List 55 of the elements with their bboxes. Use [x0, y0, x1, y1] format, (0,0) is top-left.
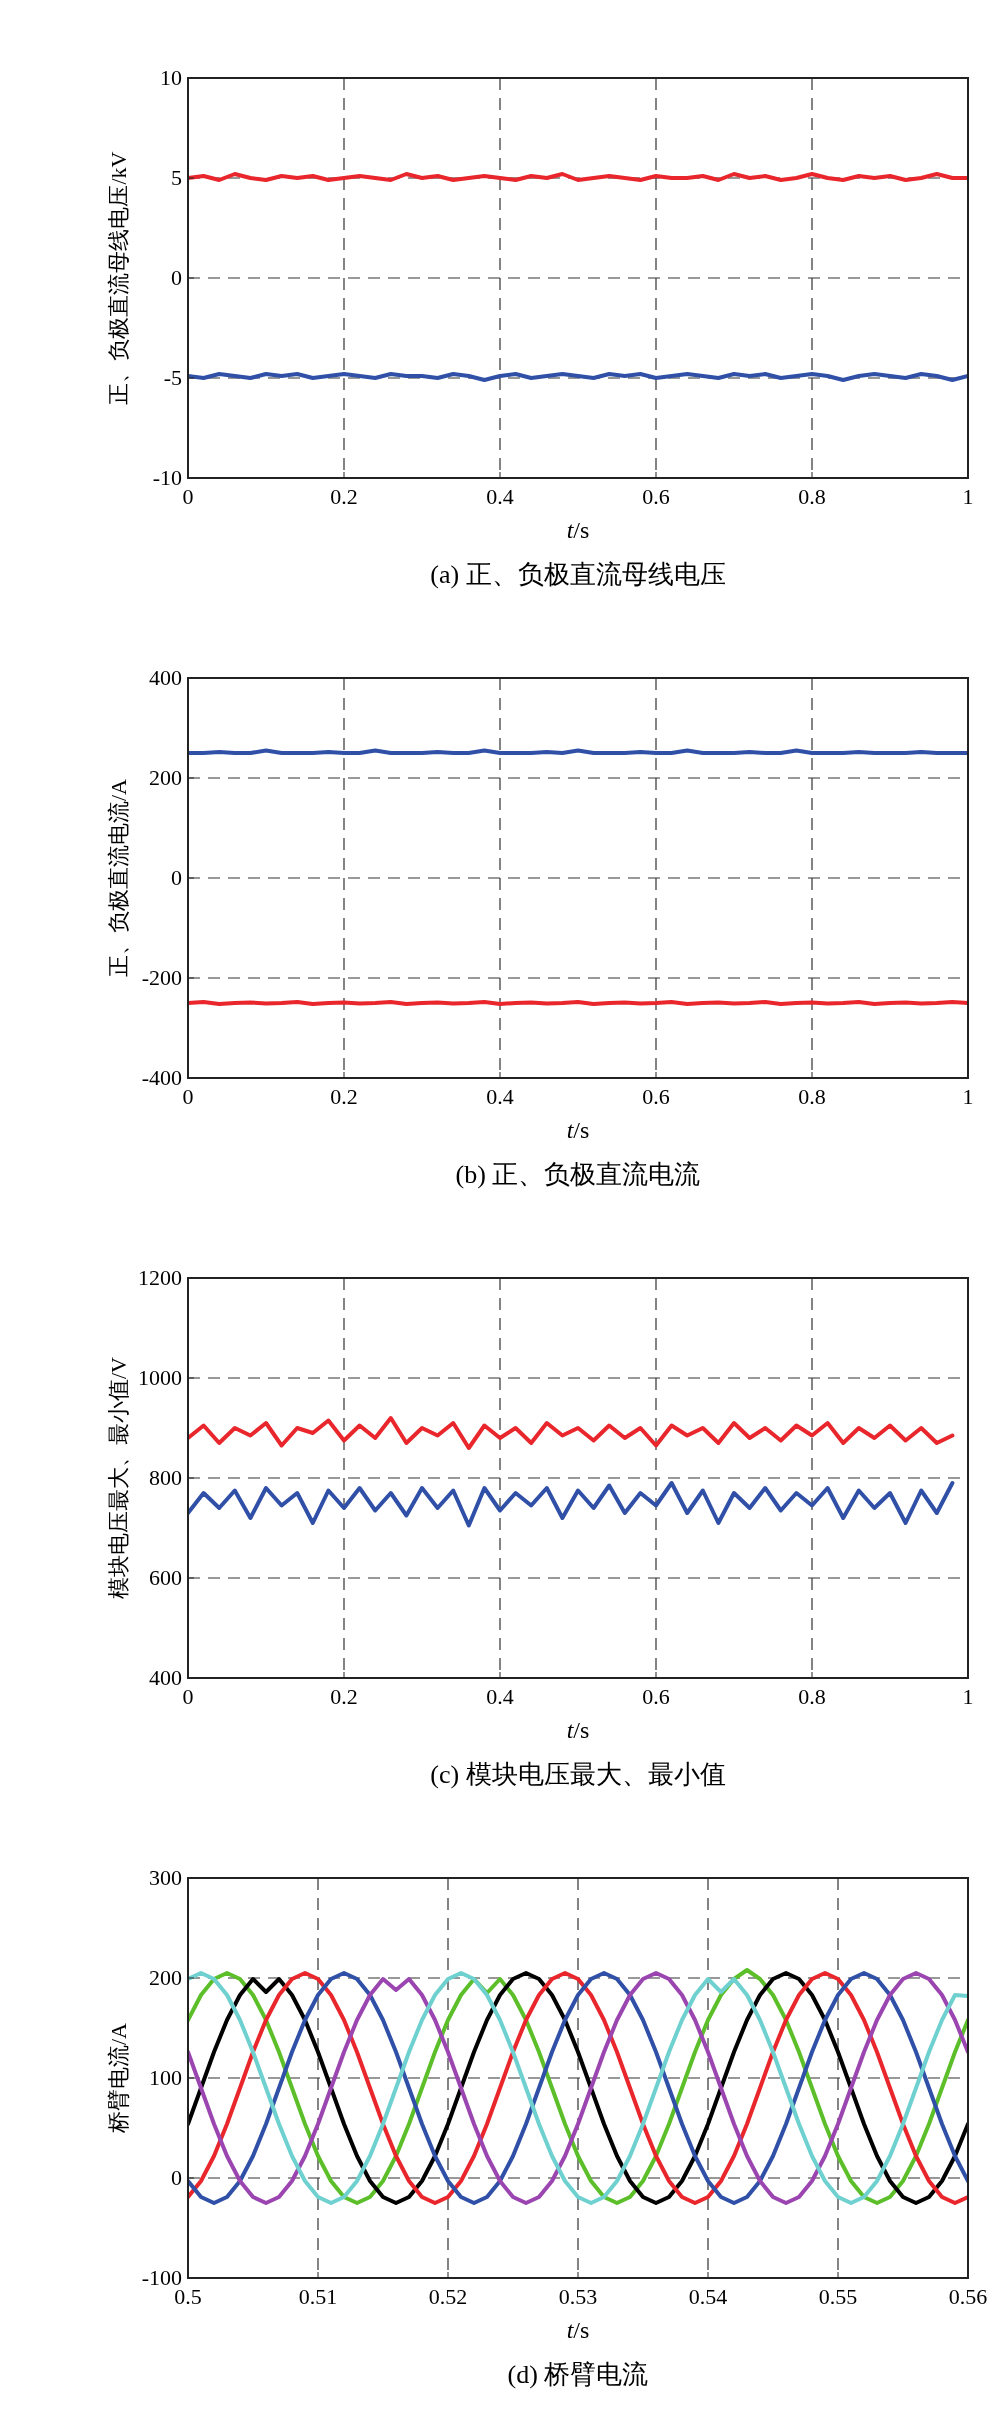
y-tick-label: 300 — [149, 1865, 182, 1890]
y-tick-label: -5 — [163, 365, 182, 390]
y-axis-title: 正、负极直流电流/A — [106, 778, 131, 977]
y-tick-label: 100 — [149, 2065, 182, 2090]
text: (a) 正、负极直流母线电压 — [430, 560, 726, 589]
x-tick-label: 0.4 — [486, 1684, 514, 1709]
text: (b) 正、负极直流电流 — [455, 1160, 701, 1189]
text: (c) 模块电压最大、最小值 — [430, 1760, 726, 1789]
y-tick-label: 0 — [171, 2165, 182, 2190]
x-tick-label: 0.52 — [428, 2284, 468, 2309]
x-tick-label: 0.6 — [642, 1084, 670, 1109]
y-tick-label: 200 — [149, 1965, 182, 1990]
y-axis-title: 桥臂电流/A — [106, 2022, 131, 2134]
x-axis-title: t/s — [566, 517, 590, 543]
x-tick-label: 0.51 — [298, 2284, 338, 2309]
y-tick-label: 0 — [171, 265, 182, 290]
x-tick-label: 1 — [962, 1084, 974, 1109]
x-axis-title: t/s — [566, 1117, 590, 1143]
y-tick-label: 600 — [149, 1565, 182, 1590]
y-tick-label: 400 — [149, 1665, 182, 1690]
x-tick-label: 0.2 — [330, 1684, 358, 1709]
x-axis-title: t/s — [566, 1717, 590, 1743]
x-tick-label: 1 — [962, 484, 974, 509]
x-tick-label: 0.2 — [330, 1084, 358, 1109]
y-tick-label: -10 — [152, 465, 182, 490]
x-tick-label: 0.56 — [948, 2284, 988, 2309]
x-tick-label: 0.4 — [486, 1084, 514, 1109]
y-tick-label: 10 — [160, 65, 182, 90]
y-tick-label: 0 — [171, 865, 182, 890]
x-tick-label: 0.8 — [798, 1084, 826, 1109]
x-tick-label: 0.2 — [330, 484, 358, 509]
y-tick-label: 800 — [149, 1465, 182, 1490]
x-tick-label: 0.8 — [798, 484, 826, 509]
x-tick-label: 0.8 — [798, 1684, 826, 1709]
x-tick-label: 0.4 — [486, 484, 514, 509]
x-axis-title: t/s — [566, 2317, 590, 2343]
line-series — [188, 1481, 955, 1528]
x-tick-label: 1 — [962, 1684, 974, 1709]
line-series — [188, 1416, 955, 1450]
line-series — [188, 172, 968, 182]
x-tick-label: 0.6 — [642, 484, 670, 509]
text: (d) 桥臂电流 — [507, 2360, 649, 2389]
y-tick-label: 1000 — [138, 1365, 182, 1390]
x-tick-label: 0.54 — [688, 2284, 728, 2309]
y-tick-label: 200 — [149, 765, 182, 790]
y-tick-label: 1200 — [138, 1265, 182, 1290]
y-tick-label: 400 — [149, 665, 182, 690]
y-axis-title: 模块电压最大、最小值/V — [106, 1356, 131, 1599]
x-tick-label: 0.55 — [818, 2284, 858, 2309]
x-tick-label: 0.53 — [558, 2284, 598, 2309]
y-tick-label: -200 — [141, 965, 182, 990]
y-tick-label: -400 — [141, 1065, 182, 1090]
y-axis-title: 正、负极直流母线电压/kV — [106, 151, 131, 405]
x-tick-label: 0.6 — [642, 1684, 670, 1709]
y-tick-label: 5 — [171, 165, 182, 190]
